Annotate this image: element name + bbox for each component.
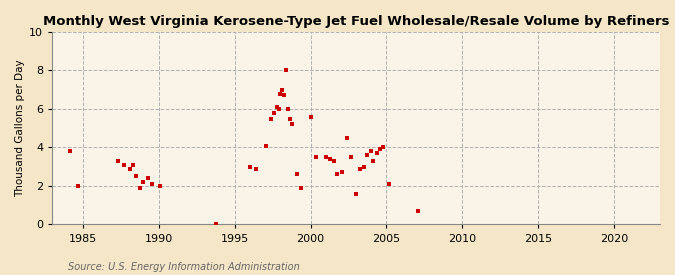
Point [377,145,388,150]
Point [142,176,153,180]
Point [124,166,135,171]
Point [211,222,221,227]
Point [295,186,306,190]
Point [383,182,394,186]
Point [147,182,158,186]
Point [310,155,321,159]
Point [271,105,282,109]
Point [358,164,369,169]
Point [273,107,284,111]
Point [413,209,424,213]
Point [244,164,255,169]
Point [367,159,378,163]
Point [292,172,302,177]
Point [337,170,348,175]
Y-axis label: Thousand Gallons per Day: Thousand Gallons per Day [15,59,25,197]
Point [281,68,292,73]
Point [371,151,382,155]
Title: Monthly West Virginia Kerosene-Type Jet Fuel Wholesale/Resale Volume by Refiners: Monthly West Virginia Kerosene-Type Jet … [43,15,670,28]
Point [362,153,373,157]
Point [135,186,146,190]
Point [346,155,356,159]
Point [374,147,385,152]
Point [73,184,84,188]
Point [275,91,286,96]
Point [128,163,138,167]
Point [287,122,298,127]
Point [305,114,316,119]
Point [325,157,335,161]
Point [342,136,352,140]
Point [250,166,261,171]
Point [112,159,123,163]
Point [261,143,272,148]
Point [285,116,296,121]
Point [155,184,165,188]
Point [354,166,365,171]
Point [265,116,276,121]
Point [283,107,294,111]
Point [130,174,141,178]
Text: Source: U.S. Energy Information Administration: Source: U.S. Energy Information Administ… [68,262,299,272]
Point [331,172,342,177]
Point [269,111,279,115]
Point [329,159,340,163]
Point [138,180,148,184]
Point [118,163,129,167]
Point [351,191,362,196]
Point [365,149,376,153]
Point [321,155,331,159]
Point [279,93,290,98]
Point [65,149,76,153]
Point [277,87,288,92]
